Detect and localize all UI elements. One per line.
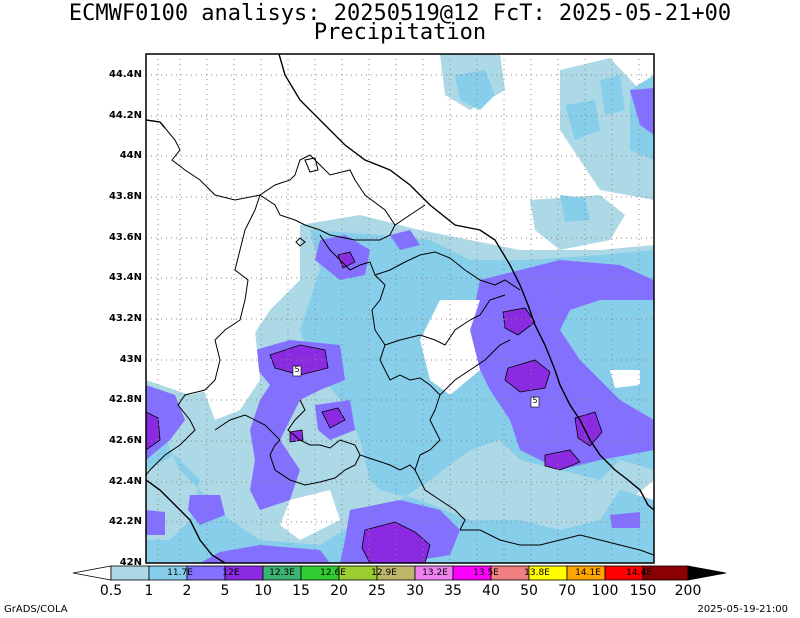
lon-label: 12E xyxy=(222,568,240,578)
colorbar xyxy=(72,565,727,581)
colorbar-tick: 50 xyxy=(520,583,538,599)
colorbar-tick: 100 xyxy=(591,583,619,599)
lon-label: 12.9E xyxy=(371,568,397,578)
colorbar-tick: 35 xyxy=(444,583,462,599)
plot-frame xyxy=(145,53,655,564)
cell-marker-label: 5 xyxy=(294,365,300,374)
colorbar-tick: 70 xyxy=(558,583,576,599)
lat-label: 44.4N xyxy=(108,69,142,80)
lon-label: 12.3E xyxy=(269,568,295,578)
lat-label: 43.4N xyxy=(108,272,142,283)
lon-label: 12.6E xyxy=(320,568,346,578)
precip-field xyxy=(146,54,654,563)
lat-label: 43N xyxy=(119,354,142,365)
coastline xyxy=(146,54,654,563)
colorbar-tick: 1 xyxy=(144,583,154,599)
colorbar-tick: 0.5 xyxy=(99,583,123,599)
cell-marker-label: 5 xyxy=(532,396,538,405)
footer-right: 2025-05-19-21:00 xyxy=(697,604,788,615)
map-title: ECMWF0100 analisys: 20250519@12 FcT: 202… xyxy=(68,1,732,26)
colorbar-tick: 40 xyxy=(482,583,500,599)
map-subtitle: Precipitation xyxy=(313,20,487,45)
lat-label: 44N xyxy=(119,150,142,161)
colorbar-high-arrow xyxy=(687,565,727,581)
lon-label: 14.1E xyxy=(575,568,601,578)
lon-label: 13.8E xyxy=(524,568,550,578)
colorbar-tick: 20 xyxy=(330,583,348,599)
colorbar-tick: 25 xyxy=(368,583,386,599)
lon-label: 11.7E xyxy=(167,568,193,578)
colorbar-tick: 30 xyxy=(406,583,424,599)
colorbar-tick: 2 xyxy=(182,583,192,599)
lat-label: 42.6N xyxy=(108,435,142,446)
colorbar-tick: 200 xyxy=(674,583,702,599)
region-boundaries xyxy=(146,127,654,556)
colorbar-tick: 10 xyxy=(254,583,272,599)
lon-label: 14.4E xyxy=(626,568,652,578)
lat-label: 42.2N xyxy=(108,516,142,527)
colorbar-tick: 150 xyxy=(629,583,657,599)
lat-label: 43.2N xyxy=(108,313,142,324)
colorbar-tick: 5 xyxy=(220,583,230,599)
lat-label: 43.8N xyxy=(108,191,142,202)
lon-label: 13.5E xyxy=(473,568,499,578)
lat-label: 42N xyxy=(119,557,142,568)
lon-label: 13.2E xyxy=(422,568,448,578)
lat-label: 42.8N xyxy=(108,394,142,405)
footer-left: GrADS/COLA xyxy=(4,604,68,615)
lat-label: 42.4N xyxy=(108,476,142,487)
colorbar-tick: 15 xyxy=(292,583,310,599)
lat-label: 43.6N xyxy=(108,232,142,243)
lat-label: 44.2N xyxy=(108,110,142,121)
